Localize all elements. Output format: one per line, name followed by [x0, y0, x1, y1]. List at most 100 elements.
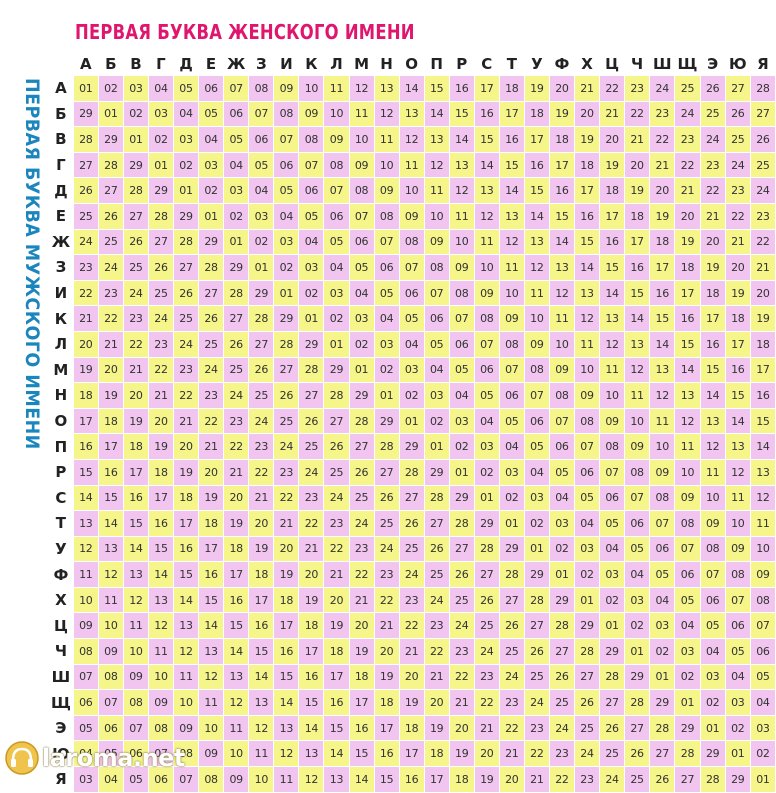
table-cell: 05 — [223, 126, 250, 153]
table-cell: 02 — [724, 714, 751, 742]
male-letter-header: И — [54, 284, 68, 303]
table-cell: 26 — [323, 433, 350, 460]
table-cell: 13 — [548, 254, 575, 281]
table-cell: 16 — [473, 100, 500, 128]
table-cell: 02 — [97, 75, 124, 102]
table-cell: 14 — [724, 407, 751, 435]
table-cell: 20 — [147, 407, 174, 435]
table-cell: 19 — [573, 126, 601, 153]
table-row: Е 25 26 27 28 29 01 02 03 04 05 06 07 08 09 10 11 12 13 14 1… — [49, 202, 776, 230]
table-cell: 29 — [172, 202, 200, 230]
table-cell: 29 — [72, 100, 99, 128]
table-cell: 24 — [423, 586, 450, 614]
table-cell: 01 — [248, 254, 275, 281]
table-cell: 23 — [699, 151, 726, 179]
table-cell: 10 — [398, 177, 425, 204]
male-letter-header: З — [55, 258, 67, 277]
table-cell: 17 — [373, 714, 400, 742]
table-cell: 27 — [674, 766, 701, 793]
table-cell: 03 — [649, 612, 676, 640]
title-male-first-letter: ПЕРВАЯ БУКВА МУЖСКОГО ИМЕНИ — [21, 78, 43, 450]
table-cell: 02 — [624, 612, 651, 640]
table-cell: 17 — [649, 254, 676, 281]
table-cell: 12 — [248, 714, 275, 742]
female-letter-header: П — [430, 55, 443, 73]
table-cell: 15 — [548, 202, 575, 230]
table-cell: 26 — [398, 510, 425, 537]
table-cell: 18 — [749, 330, 776, 358]
table-cell: 16 — [699, 330, 726, 358]
table-cell: 14 — [749, 433, 776, 460]
table-cell: 29 — [548, 586, 575, 614]
table-cell: 18 — [598, 177, 626, 204]
table-cell: 25 — [473, 612, 500, 640]
table-cell: 19 — [724, 279, 751, 307]
table-cell: 18 — [699, 279, 726, 307]
table-cell: 11 — [674, 433, 701, 460]
table-cell: 08 — [273, 100, 300, 128]
table-cell: 21 — [298, 535, 325, 563]
female-letter-header: Л — [330, 55, 343, 73]
watermark: laroma.net — [4, 736, 185, 780]
table-cell: 26 — [273, 382, 300, 409]
headphones-logo-icon — [5, 741, 39, 775]
table-cell: 24 — [323, 484, 350, 512]
table-cell: 01 — [147, 151, 174, 179]
table-cell: 12 — [97, 561, 124, 588]
table-cell: 14 — [423, 100, 450, 128]
table-cell: 04 — [373, 305, 400, 332]
table-cell: 21 — [273, 510, 300, 537]
table-cell: 03 — [398, 356, 425, 384]
table-cell: 27 — [724, 75, 751, 102]
table-cell: 01 — [724, 740, 751, 768]
table-cell: 13 — [498, 202, 525, 230]
table-row: И 22 23 24 25 26 27 28 29 01 02 03 04 05 06 07 08 09 10 11 1… — [49, 279, 776, 307]
table-cell: 16 — [448, 75, 475, 102]
table-cell: 13 — [749, 458, 776, 486]
table-cell: 08 — [423, 254, 450, 281]
title-male-text: ПЕРВАЯ БУКВА МУЖСКОГО ИМЕНИ — [21, 78, 43, 450]
table-cell: 20 — [323, 586, 350, 614]
table-cell: 06 — [724, 612, 751, 640]
table-row: З 23 24 25 26 27 28 29 01 02 03 04 05 06 07 08 09 10 11 12 1… — [49, 254, 776, 281]
table-cell: 06 — [122, 740, 149, 768]
table-cell: 22 — [498, 714, 525, 742]
table-cell: 28 — [749, 75, 776, 102]
table-cell: 04 — [473, 407, 500, 435]
table-cell: 29 — [423, 458, 450, 486]
table-cell: 07 — [298, 151, 325, 179]
table-cell: 20 — [172, 433, 200, 460]
table-cell: 18 — [523, 100, 550, 128]
table-cell: 18 — [624, 202, 651, 230]
table-cell: 26 — [573, 689, 601, 716]
female-letter-header: У — [531, 55, 543, 73]
table-cell: 14 — [348, 766, 375, 793]
table-cell: 15 — [72, 458, 99, 486]
table-cell: 16 — [198, 561, 225, 588]
table-cell: 19 — [97, 382, 124, 409]
male-letter-header: К — [54, 309, 68, 328]
table-cell: 24 — [273, 433, 300, 460]
table-cell: 01 — [198, 202, 225, 230]
table-cell: 04 — [598, 535, 626, 563]
table-cell: 13 — [198, 638, 225, 665]
table-cell: 25 — [749, 151, 776, 179]
table-cell: 19 — [523, 75, 550, 102]
table-cell: 19 — [348, 638, 375, 665]
table-cell: 13 — [573, 279, 601, 307]
table-cell: 27 — [198, 279, 225, 307]
table-cell: 21 — [674, 177, 701, 204]
table-cell: 09 — [598, 407, 626, 435]
table-cell: 27 — [122, 202, 149, 230]
table-cell: 04 — [248, 177, 275, 204]
table-cell: 11 — [172, 663, 200, 691]
table-cell: 22 — [97, 305, 124, 332]
table-cell: 17 — [273, 612, 300, 640]
table-cell: 14 — [448, 126, 475, 153]
table-cell: 06 — [248, 126, 275, 153]
table-cell: 29 — [674, 714, 701, 742]
table-cell: 13 — [398, 100, 425, 128]
table-cell: 24 — [523, 689, 550, 716]
table-cell: 29 — [348, 382, 375, 409]
table-cell: 24 — [373, 535, 400, 563]
